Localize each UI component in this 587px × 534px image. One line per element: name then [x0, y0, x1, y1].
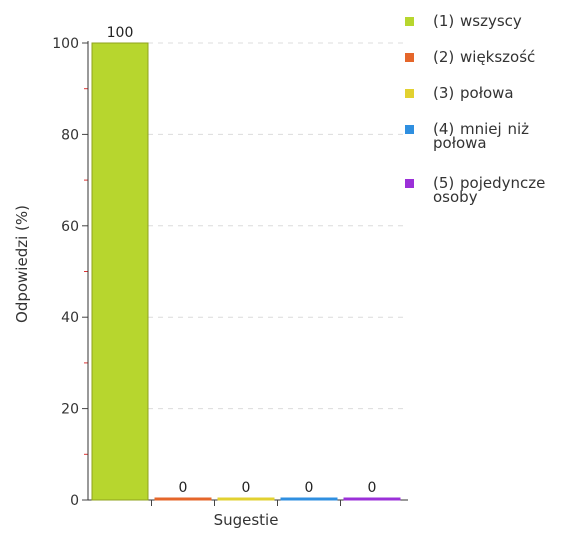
bar [91, 42, 149, 501]
y-tick-label: 40 [61, 310, 79, 326]
legend-item: (3) połowa [405, 84, 514, 102]
y-tick-label: 20 [61, 402, 79, 418]
legend-item: (4) mniej niż połowa [405, 120, 585, 152]
bar-value-label: 0 [179, 480, 188, 496]
bars [91, 42, 401, 501]
legend-swatch [405, 179, 414, 188]
legend-item: (5) pojedyncze osoby [405, 174, 585, 206]
bar-value-label: 0 [368, 480, 377, 496]
legend-label: (1) wszyscy [433, 12, 522, 30]
legend-item: (1) wszyscy [405, 12, 522, 30]
x-axis-title: Sugestie [214, 511, 279, 529]
bar-value-label: 0 [242, 480, 251, 496]
legend-label: (4) mniej niż połowa [433, 120, 530, 152]
bar-value-label: 100 [107, 25, 134, 41]
y-tick-label: 100 [52, 36, 79, 52]
bar [343, 497, 401, 501]
legend-swatch [405, 53, 414, 62]
legend-label: (2) większość [433, 48, 536, 66]
y-axis-title: Odpowiedzi (%) [13, 205, 31, 323]
grid-lines [148, 42, 408, 410]
legend-swatch [405, 125, 414, 134]
legend-label: (5) pojedyncze osoby [433, 174, 546, 206]
bar-value-label: 0 [305, 480, 314, 496]
bar [280, 497, 338, 501]
legend-swatch [405, 89, 414, 98]
legend-item: (2) większość [405, 48, 536, 66]
bar [217, 497, 275, 501]
legend-swatch [405, 17, 414, 26]
y-tick-label: 0 [70, 493, 79, 509]
legend-label: (3) połowa [433, 84, 514, 102]
y-tick-label: 60 [61, 219, 79, 235]
data-labels: 100 0 0 0 0 [107, 25, 377, 496]
y-tick-label: 80 [61, 127, 79, 143]
bar [154, 497, 212, 501]
